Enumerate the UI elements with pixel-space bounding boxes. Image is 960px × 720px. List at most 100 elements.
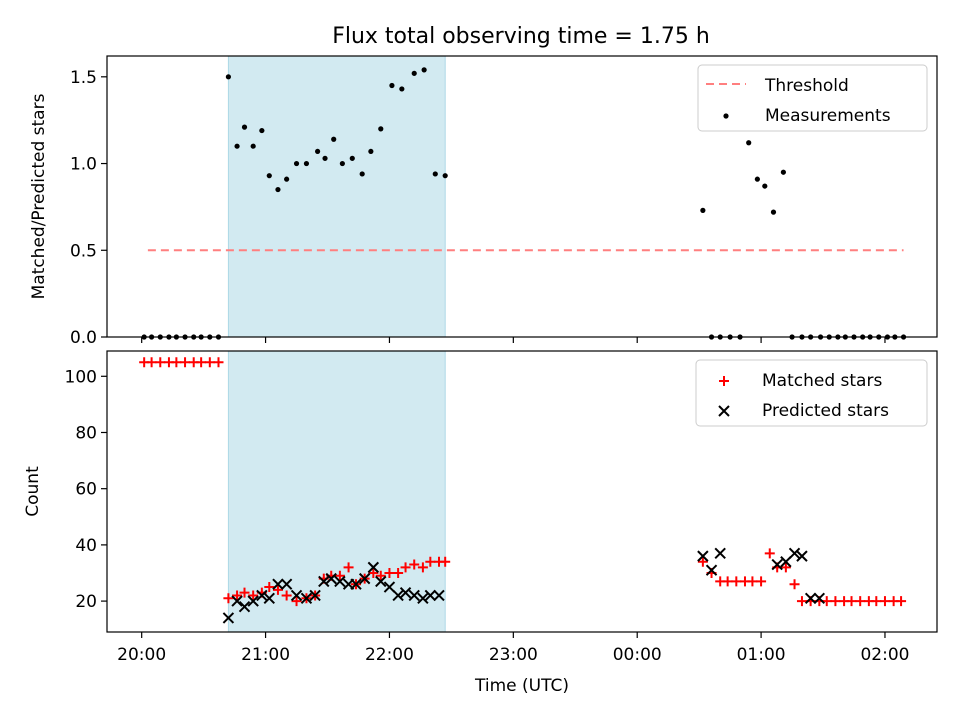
measurement-point xyxy=(746,140,752,146)
matched-star-point xyxy=(375,570,386,581)
predicted-star-point xyxy=(796,550,808,562)
matched-star-point xyxy=(780,562,791,573)
measurement-point xyxy=(421,67,427,73)
observing-span xyxy=(227,55,446,338)
top-panel-ratio: 0.0 0.5 1.0 1.5 Matched/Predicted stars Thres… xyxy=(29,55,938,348)
matched-star-point xyxy=(830,596,841,607)
matched-star-point xyxy=(334,570,345,581)
x-tick-label: 22:00 xyxy=(365,645,414,665)
legend-measurement-swatch xyxy=(723,113,729,119)
matched-star-point xyxy=(789,579,800,590)
y-tick-label: 0.5 xyxy=(70,241,97,261)
predicted-star-point xyxy=(714,547,726,560)
matched-star-point xyxy=(146,357,157,368)
x-axis-label: Time (UTC) xyxy=(474,676,569,696)
matched-star-point xyxy=(440,556,451,567)
predicted-star-point xyxy=(309,589,321,602)
predicted-star-point xyxy=(272,578,284,590)
legend-label: Threshold xyxy=(764,76,849,96)
predicted-star-point xyxy=(350,578,362,590)
y-tick-label: 1.5 xyxy=(70,68,97,88)
measurement-point xyxy=(275,186,281,193)
measurement-point xyxy=(442,173,448,179)
measurement-point xyxy=(234,143,240,149)
predicted-star-point xyxy=(705,564,718,576)
matched-star-point xyxy=(393,567,404,578)
measurement-point xyxy=(303,160,310,167)
predicted-star-point xyxy=(771,558,783,571)
matched-star-point xyxy=(400,562,411,573)
measurement-point xyxy=(266,173,272,179)
matched-star-point xyxy=(879,596,890,607)
y-tick-label: 60 xyxy=(75,480,97,500)
matched-star-point xyxy=(171,357,182,368)
predicted-star-point xyxy=(358,572,371,585)
matched-star-point xyxy=(155,357,166,368)
matched-star-point xyxy=(291,596,302,607)
measurement-point xyxy=(770,209,777,215)
predicted-star-point xyxy=(417,592,429,604)
matched-star-point xyxy=(196,357,207,368)
measurement-point xyxy=(322,155,328,161)
legend xyxy=(695,359,928,427)
bottom-panel-counts: 20 40 60 80 100 20:00 21:00 22:00 23:00 00:00 01:0… xyxy=(23,350,938,696)
predicted-star-point xyxy=(231,595,243,607)
predicted-star-point xyxy=(290,589,303,602)
y-tick-label: 20 xyxy=(75,592,97,612)
y-tick-label: 40 xyxy=(75,536,97,556)
matched-star-point xyxy=(756,576,767,587)
predicted-star-point xyxy=(788,547,801,560)
matched-star-point xyxy=(855,596,866,607)
matched-star-point xyxy=(213,357,224,368)
x-tick-label: 01:00 xyxy=(737,645,786,665)
y-tick-label: 100 xyxy=(65,367,97,387)
chart-title: Flux total observing time = 1.75 h xyxy=(332,24,710,49)
legend-label: Matched stars xyxy=(762,371,882,391)
measurement-point xyxy=(368,148,374,155)
matched-star-point xyxy=(871,596,882,607)
measurement-point xyxy=(399,86,405,92)
x-tick-label: 23:00 xyxy=(489,645,538,665)
y-tick-label: 80 xyxy=(75,423,97,443)
predicted-star-point xyxy=(300,592,313,604)
matched-star-point xyxy=(846,596,857,607)
measurement-point xyxy=(754,176,760,182)
x-tick-label: 20:00 xyxy=(117,645,166,665)
measurement-point xyxy=(293,160,300,167)
predicted-star-point xyxy=(280,578,293,590)
matched-star-point xyxy=(425,556,436,567)
matched-star-point xyxy=(223,593,234,604)
y-tick-label: 1.0 xyxy=(70,155,97,175)
measurement-point xyxy=(700,207,706,213)
measurement-point xyxy=(284,176,290,182)
matched-star-point xyxy=(896,596,907,607)
predicted-star-point xyxy=(256,589,268,602)
predicted-star-point xyxy=(697,550,709,562)
matched-star-point xyxy=(417,562,428,573)
measurement-point xyxy=(241,124,248,130)
measurement-point xyxy=(378,126,384,132)
predicted-star-point xyxy=(433,589,445,602)
matched-star-point xyxy=(239,587,250,598)
matched-star-point xyxy=(281,590,292,601)
axes-frame xyxy=(106,350,938,633)
predicted-star-point xyxy=(247,595,259,607)
matched-star-point xyxy=(722,576,733,587)
predicted-star-point xyxy=(318,575,330,588)
measurement-point xyxy=(411,70,417,76)
predicted-star-point xyxy=(780,556,792,568)
matched-star-point xyxy=(232,590,243,601)
matched-star-point xyxy=(731,576,742,587)
matched-star-point xyxy=(764,548,775,559)
predicted-star-point xyxy=(408,589,420,602)
legend xyxy=(697,64,928,132)
matched-star-point xyxy=(180,357,191,368)
legend-predicted-swatch xyxy=(718,405,730,417)
measurement-point xyxy=(339,160,345,167)
measurement-point xyxy=(389,82,395,89)
matched-star-point xyxy=(384,567,395,578)
predicted-star-point xyxy=(263,592,275,604)
matched-star-point xyxy=(264,582,275,593)
y-axis-label: Matched/Predicted stars xyxy=(29,93,49,299)
